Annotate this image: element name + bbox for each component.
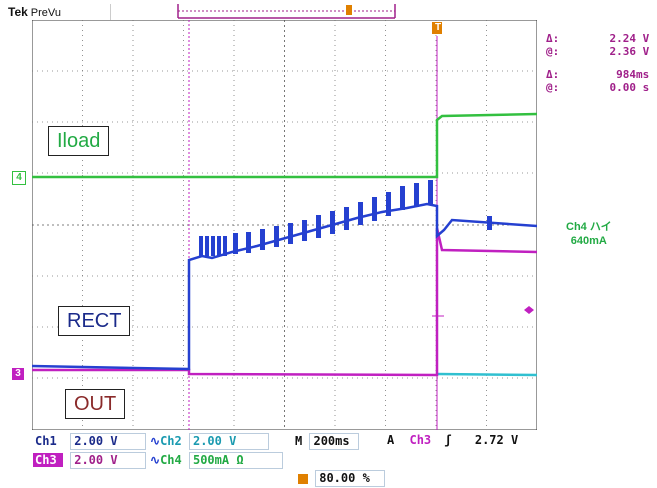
brand-name: Tek bbox=[8, 5, 28, 19]
trigger-settings[interactable]: A Ch3 ʃ 2.72 V bbox=[387, 433, 518, 447]
trigger-position-value: 80.00 % bbox=[315, 470, 386, 487]
iload-label: Iload bbox=[48, 126, 110, 156]
ch4-ground-marker[interactable]: 4 bbox=[12, 171, 26, 185]
ripple-bursts bbox=[199, 180, 492, 256]
trigger-position-marker: T bbox=[434, 22, 442, 33]
timebase-value: 200ms bbox=[309, 433, 360, 450]
cursor-readout-1: Δ: 2.24 V bbox=[546, 32, 649, 45]
trigger-source: Ch3 bbox=[409, 433, 432, 447]
ch4-scale: 500mA Ω bbox=[188, 452, 283, 469]
ch1-scale: 2.00 V bbox=[70, 433, 147, 450]
ch1-settings[interactable]: Ch1 2.00 V bbox=[33, 433, 147, 450]
measure-symbol: @: bbox=[546, 81, 560, 94]
out-label: OUT bbox=[65, 389, 126, 419]
trigger-position-icon bbox=[298, 473, 308, 484]
ch2-label: Ch2 bbox=[160, 434, 182, 448]
ch3-settings[interactable]: Ch3 2.00 V bbox=[33, 452, 147, 469]
measure-value: 984ms bbox=[616, 68, 650, 81]
timebase-prefix: M bbox=[295, 434, 303, 448]
record-position-bar[interactable] bbox=[110, 2, 530, 24]
coupling-icon: ∿ bbox=[150, 453, 161, 467]
ch1-label: Ch1 bbox=[35, 434, 57, 448]
measure-symbol: Δ: bbox=[546, 32, 560, 45]
measure-value: 0.00 s bbox=[609, 81, 650, 94]
ch2-settings[interactable]: ∿Ch2 2.00 V bbox=[150, 433, 269, 450]
timebase-settings[interactable]: M 200ms bbox=[295, 433, 360, 450]
trigger-position[interactable]: 80.00 % bbox=[298, 470, 386, 487]
measure-value: 2.24 V bbox=[609, 32, 650, 45]
ch2-scale: 2.00 V bbox=[188, 433, 269, 450]
measure-value: 2.36 V bbox=[609, 45, 650, 58]
ch2-waveform bbox=[436, 372, 537, 377]
trigger-mode: A bbox=[387, 433, 395, 447]
trigger-current: 640mA bbox=[570, 235, 607, 247]
cursor-readout-4: @: 0.00 s bbox=[546, 81, 649, 94]
waveform-display[interactable] bbox=[32, 20, 537, 430]
cursor-readout-3: Δ: 984ms bbox=[546, 68, 649, 81]
ch3-label: Ch3 bbox=[33, 453, 63, 467]
ch3-scale: 2.00 V bbox=[70, 452, 147, 469]
trigger-condition: Ch4 ハイ bbox=[566, 221, 612, 233]
measure-symbol: Δ: bbox=[546, 68, 560, 81]
trigger-slope-icon: ʃ bbox=[444, 433, 452, 447]
cursor-readout-2: @: 2.36 V bbox=[546, 45, 649, 58]
measure-symbol: @: bbox=[546, 45, 560, 58]
rect-label: RECT bbox=[58, 306, 131, 336]
acquisition-mode: PreVu bbox=[30, 7, 61, 19]
ch3-ground-marker[interactable]: 3 bbox=[12, 368, 24, 380]
ch4-waveform bbox=[32, 112, 537, 179]
coupling-icon: ∿ bbox=[150, 434, 161, 448]
ch4-settings[interactable]: ∿Ch4 500mA Ω bbox=[150, 452, 283, 469]
trigger-level: 2.72 V bbox=[474, 433, 519, 447]
ch4-label: Ch4 bbox=[160, 453, 182, 467]
trigger-condition-readout: Ch4 ハイ 640mA bbox=[566, 220, 612, 248]
scope-brand: Tek PreVu bbox=[8, 5, 61, 19]
